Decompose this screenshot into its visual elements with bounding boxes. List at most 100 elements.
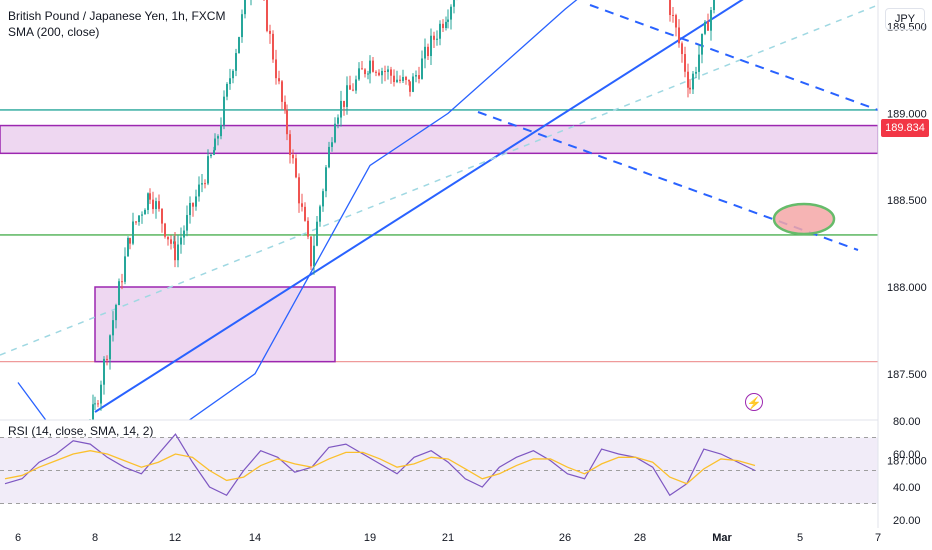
candle-body [409,81,411,92]
candle-body [424,46,426,59]
candle-body [346,85,348,107]
rsi-tick-label: 60.00 [893,449,921,461]
candle-body [450,6,452,20]
candle-body [408,80,410,82]
candle-body [364,69,366,75]
sma-indicator-label[interactable]: SMA (200, close) [8,25,100,39]
price-tick-label: 188.000 [887,282,927,294]
candle-body [313,245,315,267]
symbol-title[interactable]: British Pound / Japanese Yen, 1h, FXCM [8,9,226,23]
candle-body [358,68,360,80]
candle-body [47,517,49,530]
candle-body [100,384,102,404]
candle-body [672,14,674,16]
rsi-tick-label: 20.00 [893,515,921,527]
candle-body [436,38,438,40]
candle-body [281,81,283,102]
candle-body [689,87,691,90]
candle-body [710,10,712,31]
candle-body [213,150,215,155]
candle-body [445,21,447,29]
candle-body [170,239,172,244]
price-axis[interactable]: 187.000 187.500 188.000 188.500 189.000 189.5… [887,0,927,468]
candles [17,0,715,550]
candle-body [17,547,19,548]
time-tick-label: 14 [249,532,261,544]
candle-body [681,43,683,55]
candle-body [217,136,219,139]
candle-body [127,237,129,257]
candle-body [278,78,280,82]
candle-body [687,71,689,88]
candle-body [269,30,271,34]
candle-body [325,167,327,192]
candle-body [337,117,339,124]
time-tick-label: Mar [712,532,732,544]
target-ellipse [772,202,836,236]
candle-body [390,69,392,76]
symbol-legend[interactable]: British Pound / Japanese Yen, 1h, FXCM S… [8,8,225,40]
candle-body [103,358,105,385]
candle-body [369,60,371,74]
candle-body [361,68,363,70]
rsi-pane[interactable] [0,433,878,504]
rsi-axis[interactable]: 20.00 40.00 60.00 80.00 [893,416,921,527]
candle-body [198,184,200,197]
candle-body [372,60,374,72]
zone-box [0,124,878,155]
candle-body [167,236,169,240]
candle-body [244,0,246,15]
currency-button[interactable]: JPY [885,8,925,30]
candle-body [44,530,46,534]
candle-body [675,15,677,28]
candle-body [331,142,333,147]
time-tick-label: 7 [875,532,881,544]
candle-body [109,335,111,360]
rsi-indicator-label[interactable]: RSI (14, close, SMA, 14, 2) [8,424,154,438]
ascending-trendline [94,0,744,413]
candle-body [298,177,300,204]
price-pane[interactable] [0,0,878,550]
candle-body [402,76,404,81]
time-tick-label: 21 [442,532,454,544]
candle-body [396,79,398,83]
candle-body [316,221,318,246]
flash-icon[interactable]: ⚡ [745,393,763,411]
candle-body [415,75,417,77]
candle-body [26,541,28,550]
candle-body [152,199,154,210]
sma-200-line [17,0,578,420]
candle-body [289,134,291,155]
rsi-band [0,437,878,504]
candle-body [53,508,55,514]
time-axis[interactable]: 6 8 12 14 19 21 26 28 Mar 5 7 [15,532,881,544]
candle-body [214,138,216,151]
candle-body [399,79,401,81]
candle-body [132,221,134,244]
time-tick-label: 26 [559,532,571,544]
candle-body [204,183,206,185]
candle-body [189,203,191,216]
candle-body [138,215,140,223]
rsi-tick-label: 80.00 [893,416,921,428]
time-tick-label: 6 [15,532,21,544]
candle-body [367,73,369,75]
candle-body [447,19,449,22]
candle-body [322,191,324,207]
candle-body [129,237,131,244]
candle-body [418,75,420,79]
candle-body [442,23,444,29]
candle-body [349,85,351,90]
candle-body [387,69,389,72]
candle-body [304,206,306,221]
candle-body [144,209,146,215]
candle-body [266,0,268,31]
time-tick-label: 5 [797,532,803,544]
candle-body [453,0,455,7]
candle-body [698,54,700,72]
candle-body [713,0,715,11]
candle-body [427,46,429,57]
time-tick-label: 19 [364,532,376,544]
rsi-tick-label: 40.00 [893,482,921,494]
